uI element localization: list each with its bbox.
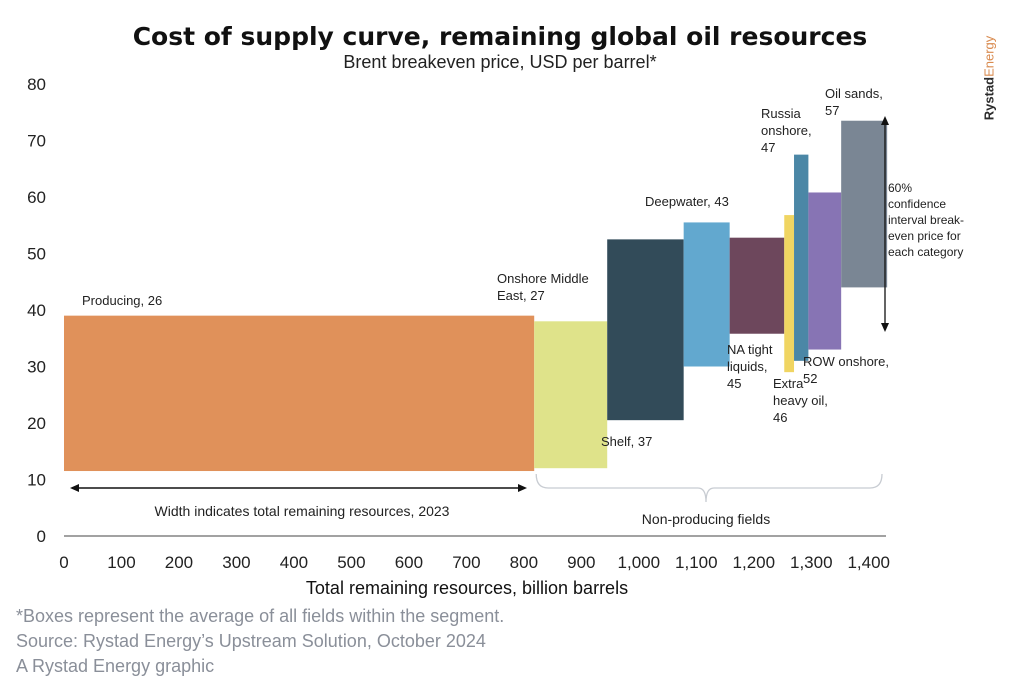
arrow-head-up <box>881 116 889 125</box>
x-tick-label: 1,300 <box>790 553 833 572</box>
y-tick-label: 10 <box>27 471 46 490</box>
arrow-head-down <box>881 323 889 332</box>
segment-label: Producing, 26 <box>82 293 162 308</box>
x-axis-label: Total remaining resources, billion barre… <box>306 578 628 598</box>
supply-box <box>607 239 684 421</box>
segment-label: Onshore Middle East, 27 <box>497 271 589 303</box>
supply-box <box>808 192 842 350</box>
y-tick-label: 40 <box>27 301 46 320</box>
x-tick-label: 800 <box>510 553 538 572</box>
y-tick-label: 70 <box>27 132 46 151</box>
supply-box <box>534 321 608 469</box>
supply-box <box>683 222 730 367</box>
supply-box <box>64 315 535 472</box>
y-tick-label: 80 <box>27 75 46 94</box>
supply-box <box>794 154 809 361</box>
supply-box <box>729 237 785 334</box>
x-tick-label: 1,100 <box>675 553 718 572</box>
supply-box <box>784 215 795 373</box>
segment-label: Deepwater, 43 <box>645 194 729 209</box>
x-tick-label: 700 <box>452 553 480 572</box>
arrow-head-right <box>518 484 527 492</box>
chart-subtitle: Brent breakeven price, USD per barrel* <box>343 52 657 72</box>
x-tick-label: 100 <box>107 553 135 572</box>
segment-label: Oil sands, 57 <box>825 86 883 118</box>
non-producing-label: Non-producing fields <box>642 511 770 527</box>
footnote-credit: A Rystad Energy graphic <box>16 656 215 676</box>
segment-label: ROW onshore, 52 <box>803 354 889 386</box>
x-tick-label: 600 <box>395 553 423 572</box>
x-tick-label: 400 <box>280 553 308 572</box>
x-tick-label: 200 <box>165 553 193 572</box>
x-tick-label: 500 <box>337 553 365 572</box>
x-tick-label: 1,200 <box>733 553 776 572</box>
chart-title: Cost of supply curve, remaining global o… <box>132 22 868 51</box>
non-producing-bracket <box>535 473 883 503</box>
segment-label: Shelf, 37 <box>601 434 652 449</box>
width-note: Width indicates total remaining resource… <box>155 503 450 519</box>
segment-label: Russia onshore, 47 <box>761 106 812 155</box>
segment-label: Extra heavy oil, 46 <box>773 376 828 425</box>
arrow-head-left <box>70 484 79 492</box>
y-tick-label: 30 <box>27 358 46 377</box>
x-tick-label: 900 <box>567 553 595 572</box>
x-tick-label: 1,000 <box>618 553 661 572</box>
x-tick-label: 0 <box>59 553 68 572</box>
x-tick-label: 300 <box>222 553 250 572</box>
segment-label: NA tight liquids, 45 <box>727 342 773 391</box>
y-tick-label: 20 <box>27 414 46 433</box>
y-tick-label: 50 <box>27 245 46 264</box>
y-tick-label: 60 <box>27 188 46 207</box>
y-tick-label: 0 <box>37 527 46 546</box>
supply-box <box>841 120 888 288</box>
footnote-boxes: *Boxes represent the average of all fiel… <box>16 606 505 626</box>
x-tick-label: 1,400 <box>847 553 890 572</box>
confidence-note: 60% confidence interval break-even price f… <box>888 181 964 259</box>
footnote-source: Source: Rystad Energy’s Upstream Solutio… <box>16 631 486 651</box>
